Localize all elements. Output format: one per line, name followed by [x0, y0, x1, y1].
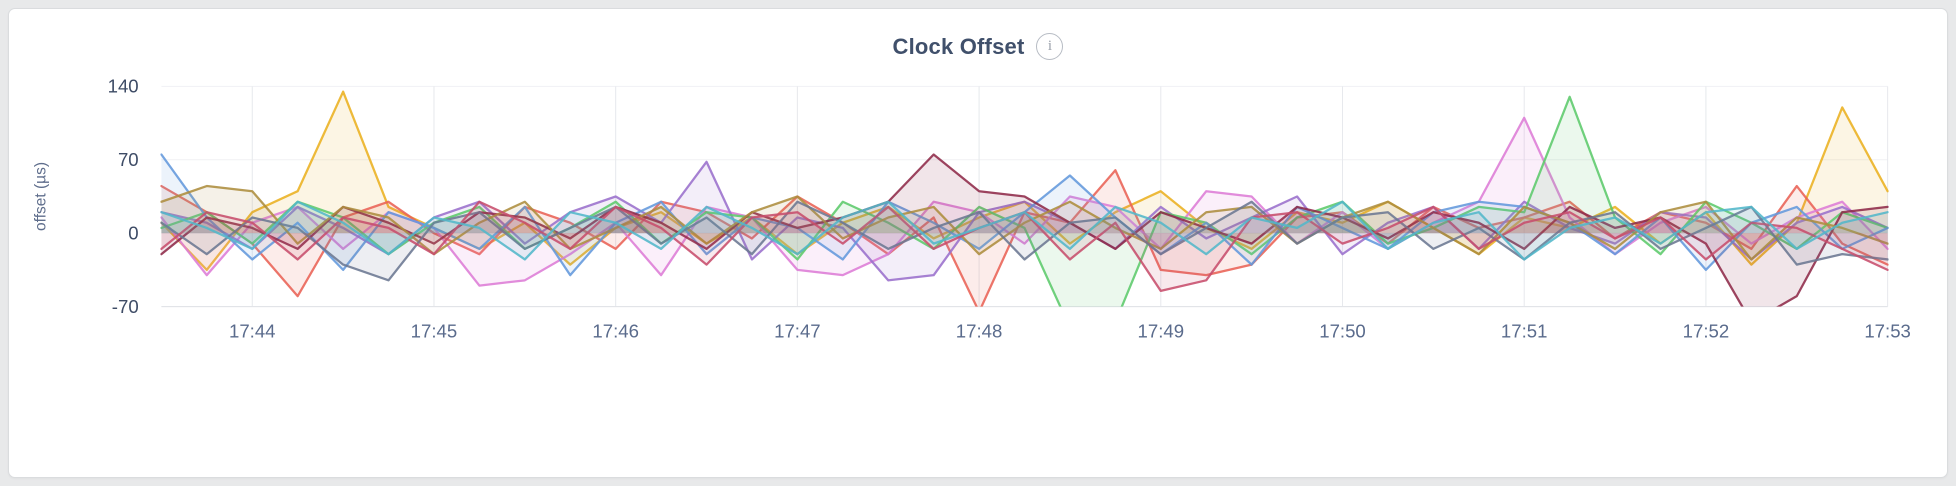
- clock-offset-panel: Clock Offset i 140 70 0 -70 offset (µs) 17:44…: [8, 8, 1948, 478]
- chart-area[interactable]: 140 70 0 -70 offset (µs) 17:44 17:45 17:46 17:47…: [9, 74, 1947, 355]
- svg-text:17:51: 17:51: [1501, 321, 1548, 342]
- svg-text:17:47: 17:47: [774, 321, 821, 342]
- svg-text:17:53: 17:53: [1864, 321, 1911, 342]
- svg-text:140: 140: [108, 76, 139, 97]
- svg-text:70: 70: [118, 149, 139, 170]
- svg-text:17:48: 17:48: [956, 321, 1003, 342]
- svg-text:17:45: 17:45: [411, 321, 458, 342]
- svg-text:0: 0: [128, 222, 138, 243]
- clock-offset-line-chart[interactable]: 140 70 0 -70 offset (µs) 17:44 17:45 17:46 17:47…: [27, 74, 1929, 355]
- svg-text:17:46: 17:46: [592, 321, 639, 342]
- chart-header: Clock Offset i: [9, 33, 1947, 60]
- chart-title: Clock Offset: [892, 33, 1025, 59]
- svg-text:-70: -70: [112, 296, 139, 317]
- svg-text:17:49: 17:49: [1138, 321, 1185, 342]
- svg-text:17:52: 17:52: [1683, 321, 1730, 342]
- svg-text:17:44: 17:44: [229, 321, 276, 342]
- info-icon[interactable]: i: [1036, 33, 1064, 60]
- svg-text:offset (µs): offset (µs): [33, 162, 50, 231]
- svg-text:17:50: 17:50: [1319, 321, 1366, 342]
